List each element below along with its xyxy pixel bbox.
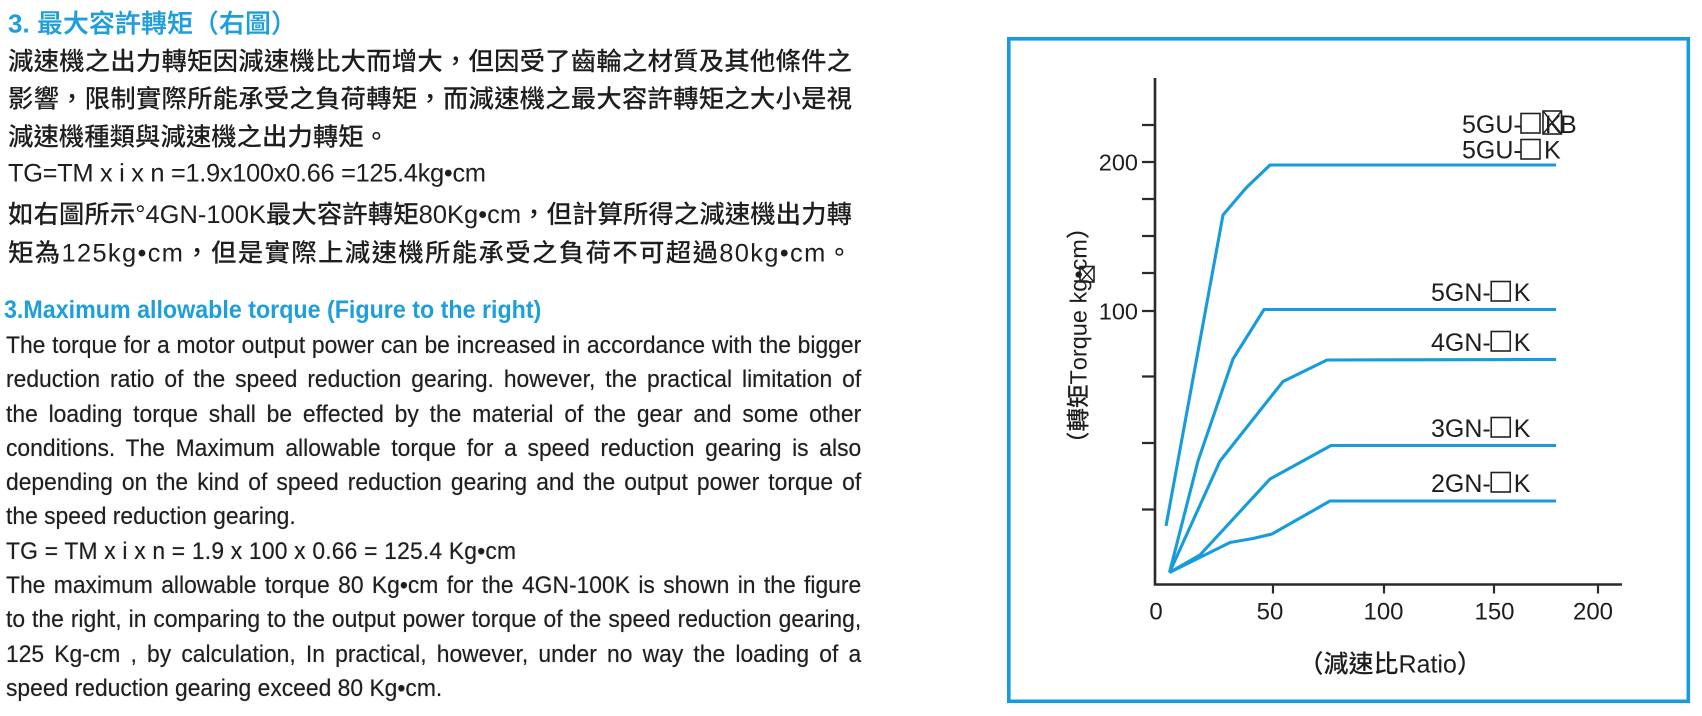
svg-text:5GU-: 5GU-: [1462, 111, 1522, 139]
svg-text:K: K: [1544, 137, 1561, 165]
svg-text:K: K: [1514, 279, 1531, 307]
svg-text:100: 100: [1099, 299, 1138, 325]
svg-text:4GN-: 4GN-: [1431, 329, 1491, 357]
svg-text:3GN-: 3GN-: [1431, 415, 1491, 443]
svg-text:50: 50: [1257, 599, 1284, 626]
svg-text:K: K: [1514, 415, 1531, 443]
svg-text:K: K: [1514, 329, 1531, 357]
svg-text:0: 0: [1149, 599, 1162, 626]
svg-text:K: K: [1514, 470, 1531, 498]
svg-text:5GN-: 5GN-: [1431, 279, 1491, 307]
svg-text:2GN-: 2GN-: [1431, 470, 1491, 498]
svg-text:5GU-: 5GU-: [1462, 137, 1522, 165]
svg-text:B: B: [1560, 111, 1577, 139]
svg-text:100: 100: [1363, 599, 1403, 626]
svg-text:200: 200: [1099, 150, 1138, 176]
svg-text:200: 200: [1573, 599, 1613, 626]
svg-text:150: 150: [1474, 599, 1514, 626]
